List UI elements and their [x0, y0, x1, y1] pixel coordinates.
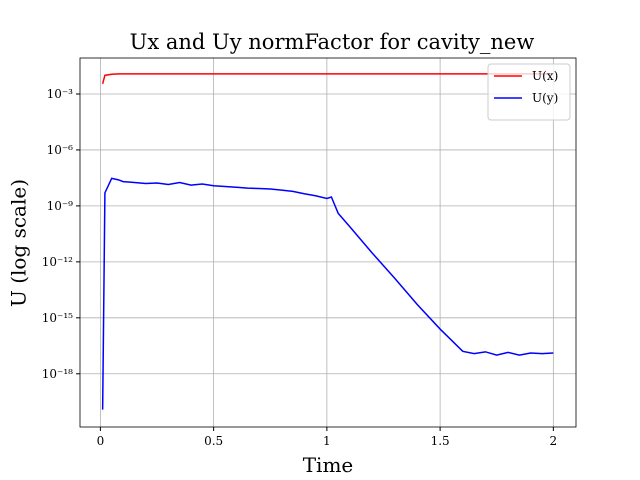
y-tick-label: 10⁻⁶	[47, 143, 74, 157]
x-tick-label: 1.5	[431, 434, 450, 448]
legend-box	[487, 63, 571, 121]
axes-frame	[79, 57, 577, 428]
x-axis-label: Time	[303, 453, 354, 477]
x-tick-label: 0	[97, 434, 105, 448]
series-line	[101, 73, 554, 85]
y-tick-label: 10⁻¹⁸	[42, 367, 73, 381]
x-tick-label: 1	[323, 434, 331, 448]
y-tick-label: 10⁻¹⁵	[42, 311, 73, 325]
y-tick-label: 10⁻³	[47, 87, 74, 101]
series-line	[101, 177, 554, 410]
chart-title: Ux and Uy normFactor for cavity_new	[130, 30, 535, 54]
y-axis-label: U (log scale)	[7, 179, 31, 307]
y-tick-label: 10⁻¹²	[42, 255, 73, 269]
legend-label: U(y)	[532, 91, 558, 105]
legend-label: U(x)	[532, 69, 558, 83]
x-tick-label: 0.5	[204, 434, 223, 448]
x-tick-label: 2	[550, 434, 558, 448]
y-tick-label: 10⁻⁹	[47, 199, 74, 213]
